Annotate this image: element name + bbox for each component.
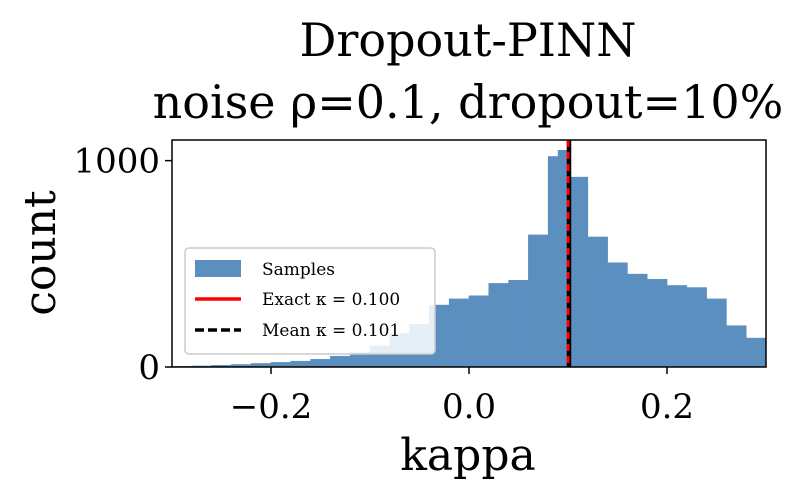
histogram-bar — [706, 298, 727, 368]
histogram-bar — [290, 360, 311, 368]
histogram-bar — [627, 273, 648, 368]
histogram-bar — [330, 355, 351, 368]
histogram-bar — [508, 280, 529, 368]
histogram-bar — [488, 283, 509, 368]
chart-title-line1: Dropout-PINN — [300, 13, 637, 67]
histogram-bar — [310, 359, 331, 368]
histogram-bar — [547, 156, 559, 368]
legend-label-exact: Exact κ = 0.100 — [262, 290, 400, 310]
legend-label-samples: Samples — [262, 260, 335, 280]
histogram-bar — [646, 278, 668, 368]
plot-frame — [171, 139, 767, 368]
histogram-bar — [448, 298, 470, 368]
histogram-bar — [686, 287, 707, 368]
chart-title-line2: noise ρ=0.1, dropout=10% — [153, 75, 784, 129]
y-tick-label: 0 — [138, 348, 160, 388]
legend-swatch-samples — [195, 260, 241, 277]
legend: Samples Exact κ = 0.100 Mean κ = 0.101 — [184, 247, 436, 355]
x-tick-label: 0.0 — [442, 387, 496, 427]
histogram-bar — [468, 295, 490, 368]
x-axis-label: kappa — [400, 430, 535, 481]
histogram-bar — [666, 285, 688, 368]
histogram-bar — [607, 262, 628, 368]
axis-ticks: −0.2 0.0 0.2 0 1000 — [73, 142, 694, 427]
histogram-bar — [587, 236, 608, 368]
x-tick-label: 0.2 — [640, 387, 694, 427]
histogram-bar — [528, 234, 549, 368]
histogram-bar — [745, 337, 767, 368]
y-axis-label: count — [15, 190, 66, 316]
legend-box — [184, 247, 436, 355]
x-tick-label: −0.2 — [230, 387, 313, 427]
legend-label-mean: Mean κ = 0.101 — [262, 321, 400, 341]
y-tick-label: 1000 — [73, 142, 160, 182]
histogram-bar — [726, 325, 747, 368]
